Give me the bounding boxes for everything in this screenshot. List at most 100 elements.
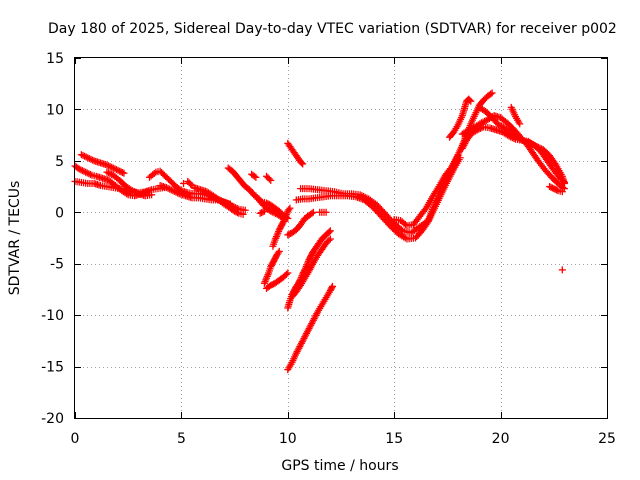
data-point xyxy=(465,126,473,134)
series-arc-early-2 xyxy=(77,151,128,177)
data-point xyxy=(89,156,97,164)
data-point xyxy=(299,160,307,168)
data-point xyxy=(82,153,90,161)
data-point xyxy=(83,169,91,177)
series-outlier-2 xyxy=(558,266,566,274)
series-arc-mid-6 xyxy=(256,207,268,217)
data-point xyxy=(526,139,534,147)
data-point xyxy=(534,143,542,151)
data-point xyxy=(114,166,122,174)
data-point xyxy=(167,186,175,194)
x-tick-label: 10 xyxy=(279,431,297,447)
data-point xyxy=(84,154,92,162)
series-arc-mid-3 xyxy=(252,192,288,222)
data-point xyxy=(169,187,177,195)
y-tick-label: -15 xyxy=(41,360,64,376)
data-point xyxy=(77,151,85,159)
data-point xyxy=(128,187,136,195)
data-point xyxy=(250,172,258,180)
x-tick-label: 25 xyxy=(598,431,616,447)
data-point xyxy=(105,169,113,177)
data-point xyxy=(108,163,116,171)
data-point xyxy=(267,207,275,215)
data-point xyxy=(259,208,267,216)
data-point xyxy=(328,284,336,292)
data-point xyxy=(112,166,120,174)
data-point xyxy=(180,179,188,187)
data-point xyxy=(309,208,317,216)
data-point xyxy=(279,219,287,227)
data-point xyxy=(325,236,333,244)
series-outlier-1 xyxy=(180,179,188,187)
series-arc-mid-13 xyxy=(284,282,336,374)
data-point xyxy=(78,167,86,175)
data-point xyxy=(479,118,487,126)
data-point xyxy=(528,140,536,148)
data-point xyxy=(285,206,293,214)
data-point xyxy=(481,117,489,125)
data-point xyxy=(148,191,156,199)
data-point xyxy=(120,169,128,177)
data-point xyxy=(530,141,538,149)
axis-ticks: 0 5 10 15 20 25 -20 -15 -10 -5 0 5 10 15 xyxy=(41,51,616,447)
series-arc-mid-5 xyxy=(284,139,307,168)
chart-title: Day 180 of 2025, Sidereal Day-to-day VTE… xyxy=(48,21,617,37)
data-point xyxy=(86,170,94,178)
x-axis-label: GPS time / hours xyxy=(281,458,398,474)
series-arc-late-10 xyxy=(507,103,524,128)
y-tick-label: -20 xyxy=(41,411,64,427)
data-point xyxy=(170,187,178,195)
data-point xyxy=(466,96,474,104)
grid xyxy=(75,58,607,418)
series-arc-late-9 xyxy=(546,183,566,196)
data-point xyxy=(260,207,268,215)
data-point xyxy=(77,166,85,174)
data-point xyxy=(558,188,566,196)
data-point xyxy=(87,155,95,163)
data-point xyxy=(286,204,294,212)
series-arc-late-3 xyxy=(316,208,330,216)
y-tick-label: 15 xyxy=(46,51,64,67)
data-point xyxy=(119,169,127,177)
y-tick-label: -5 xyxy=(50,257,64,273)
data-point xyxy=(79,151,87,159)
data-point xyxy=(106,163,114,171)
y-tick-label: -10 xyxy=(41,308,64,324)
data-point xyxy=(274,249,282,257)
series-arc-late-2 xyxy=(292,154,464,243)
data-point xyxy=(103,161,111,169)
series-arc-late-5 xyxy=(446,95,475,141)
series-arc-mid-9 xyxy=(263,269,292,292)
data-point xyxy=(533,142,541,150)
data-point xyxy=(163,184,171,192)
data-point xyxy=(106,170,114,178)
data-point xyxy=(496,122,504,130)
data-point xyxy=(531,142,539,150)
data-point xyxy=(133,189,141,197)
data-point xyxy=(401,220,409,228)
data-point xyxy=(80,167,88,175)
data-point xyxy=(265,175,273,183)
data-point xyxy=(239,210,247,218)
data-point xyxy=(553,186,561,194)
data-point xyxy=(284,269,292,277)
data-point xyxy=(322,208,330,216)
data-points xyxy=(71,89,568,374)
data-point xyxy=(325,228,333,236)
series-arc-mid-10 xyxy=(284,208,317,239)
x-tick-label: 5 xyxy=(177,431,186,447)
data-point xyxy=(536,144,544,152)
data-point xyxy=(241,206,249,214)
data-point xyxy=(487,90,495,98)
x-tick-label: 0 xyxy=(71,431,80,447)
data-point xyxy=(233,209,241,217)
data-point xyxy=(111,165,119,173)
data-point xyxy=(326,227,334,235)
series-arc-mid-8 xyxy=(260,247,283,287)
series-arc-mid-12 xyxy=(288,235,334,301)
data-point xyxy=(477,119,485,127)
data-point xyxy=(166,185,174,193)
series-arc-early-8 xyxy=(190,184,247,218)
data-point xyxy=(558,266,566,274)
